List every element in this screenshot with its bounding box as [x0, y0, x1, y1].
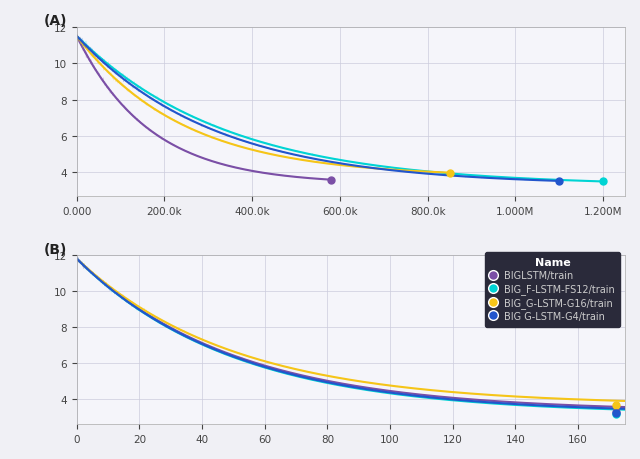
Text: (B): (B) [44, 242, 67, 256]
Legend: BIGLSTM/train, BIG_F-LSTM-FS12/train, BIG_G-LSTM-G16/train, BIG G-LSTM-G4/train: BIGLSTM/train, BIG_F-LSTM-FS12/train, BI… [485, 252, 620, 327]
Text: (A): (A) [44, 14, 67, 28]
